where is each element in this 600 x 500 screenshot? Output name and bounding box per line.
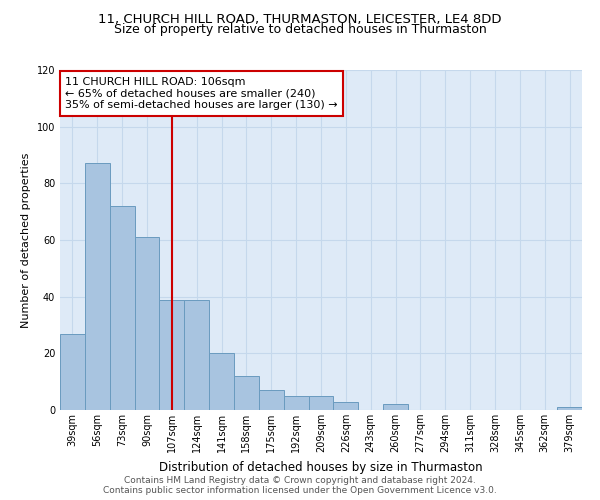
Bar [259,390,284,410]
Bar [308,396,334,410]
Bar [284,396,308,410]
Bar [209,354,234,410]
Bar [234,376,259,410]
Bar [557,407,582,410]
X-axis label: Distribution of detached houses by size in Thurmaston: Distribution of detached houses by size … [159,460,483,473]
Text: Size of property relative to detached houses in Thurmaston: Size of property relative to detached ho… [113,22,487,36]
Bar [134,237,160,410]
Bar [334,402,358,410]
Bar [60,334,85,410]
Text: Contains HM Land Registry data © Crown copyright and database right 2024.
Contai: Contains HM Land Registry data © Crown c… [103,476,497,495]
Bar [383,404,408,410]
Bar [85,164,110,410]
Text: 11 CHURCH HILL ROAD: 106sqm
← 65% of detached houses are smaller (240)
35% of se: 11 CHURCH HILL ROAD: 106sqm ← 65% of det… [65,77,338,110]
Bar [110,206,134,410]
Bar [160,300,184,410]
Y-axis label: Number of detached properties: Number of detached properties [21,152,31,328]
Text: 11, CHURCH HILL ROAD, THURMASTON, LEICESTER, LE4 8DD: 11, CHURCH HILL ROAD, THURMASTON, LEICES… [98,12,502,26]
Bar [184,300,209,410]
